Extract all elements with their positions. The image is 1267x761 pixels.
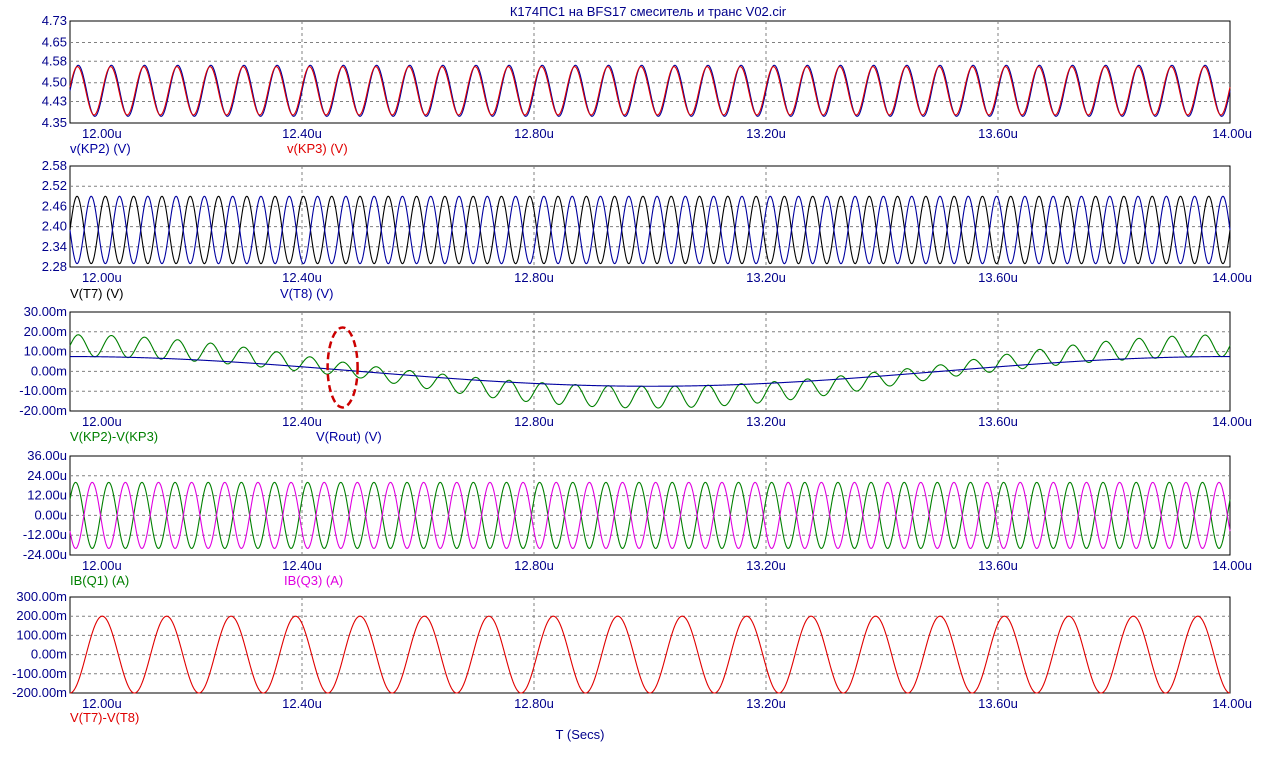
x-tick-label: 14.00u	[1212, 270, 1252, 285]
x-tick-label: 12.80u	[514, 270, 554, 285]
x-tick-label: 13.20u	[746, 270, 786, 285]
series-line-v-kp3-v	[69, 66, 1231, 116]
x-tick-label: 12.00u	[82, 696, 122, 711]
legend-entry-v-t7-v-t8[interactable]: V(T7)-V(T8)	[70, 710, 139, 725]
y-tick-label: 4.73	[42, 13, 67, 28]
y-tick-label: 100.00m	[16, 627, 67, 642]
y-tick-label: 0.00u	[34, 507, 67, 522]
y-tick-label: 2.40	[42, 219, 67, 234]
x-tick-label: 12.00u	[82, 558, 122, 573]
y-tick-label: 10.00m	[24, 344, 67, 359]
x-tick-label: 13.60u	[978, 414, 1018, 429]
x-tick-label: 13.60u	[978, 696, 1018, 711]
x-tick-label: 12.80u	[514, 414, 554, 429]
x-tick-label: 13.20u	[746, 126, 786, 141]
y-tick-label: -200.00m	[12, 685, 67, 700]
y-tick-label: 2.46	[42, 198, 67, 213]
x-axis-label: T (Secs)	[556, 727, 605, 742]
legend-entry-ib-q1-a[interactable]: IB(Q1) (A)	[70, 573, 129, 588]
x-tick-label: 12.40u	[282, 696, 322, 711]
plot-panel-5: 300.00m 200.00m 100.00m 0.00m -100.00m -200.0…	[12, 589, 1252, 725]
annotation-ellipse	[326, 326, 359, 409]
y-tick-label: -10.00m	[19, 383, 67, 398]
plot-frame	[69, 20, 1231, 124]
legend-entry-ib-q3-a[interactable]: IB(Q3) (A)	[284, 573, 343, 588]
chart-title: К174ПС1 на BFS17 смеситель и транс V02.c…	[510, 4, 787, 19]
x-tick-label: 12.40u	[282, 270, 322, 285]
y-tick-label: 24.00u	[27, 468, 67, 483]
x-tick-label: 14.00u	[1212, 414, 1252, 429]
legend-entry-v-t7-v[interactable]: V(T7) (V)	[70, 286, 123, 301]
plot-frame	[69, 596, 1231, 694]
y-tick-label: -20.00m	[19, 403, 67, 418]
plot-panel-3: 30.00m 20.00m 10.00m 0.00m -10.00m -20.00m 12.…	[19, 304, 1252, 444]
y-tick-label: -12.00u	[23, 527, 67, 542]
plot-panel-4: 36.00u 24.00u 12.00u 0.00u -12.00u -24.00u 12.…	[23, 448, 1252, 588]
y-tick-label: 200.00m	[16, 608, 67, 623]
x-tick-label: 12.80u	[514, 696, 554, 711]
x-tick-label: 12.40u	[282, 558, 322, 573]
plot-frame	[69, 455, 1231, 556]
x-tick-label: 13.20u	[746, 558, 786, 573]
y-tick-label: 4.65	[42, 34, 67, 49]
y-tick-label: 4.50	[42, 75, 67, 90]
x-tick-label: 14.00u	[1212, 558, 1252, 573]
plot-panel-2: 2.58 2.52 2.46 2.40 2.34 2.28 12.00u 12.40u 12.8…	[42, 158, 1252, 301]
x-tick-label: 13.20u	[746, 696, 786, 711]
y-tick-label: 4.58	[42, 53, 67, 68]
x-tick-label: 12.00u	[82, 414, 122, 429]
x-tick-label: 13.60u	[978, 126, 1018, 141]
plot-panel-1: 4.73 4.65 4.58 4.50 4.43 4.35 12.00u 12.40u 12.8…	[42, 13, 1252, 156]
series-line-v-kp2-v	[69, 64, 1231, 117]
series-line-ib-q3-a	[69, 481, 1231, 549]
series-line-v-rout-v	[70, 356, 1230, 387]
series-line-v-t7-v-t8	[69, 615, 1231, 694]
y-tick-label: 2.52	[42, 178, 67, 193]
series-line-ib-q1-a	[69, 481, 1231, 549]
plot-frame	[69, 311, 1231, 412]
plot-frame	[69, 165, 1231, 268]
x-tick-label: 14.00u	[1212, 696, 1252, 711]
series-line-v-kp2-v-kp3	[69, 334, 1231, 409]
x-tick-label: 14.00u	[1212, 126, 1252, 141]
y-tick-label: 36.00u	[27, 448, 67, 463]
y-tick-label: 2.58	[42, 158, 67, 173]
y-tick-label: -24.00u	[23, 547, 67, 562]
x-tick-label: 13.20u	[746, 414, 786, 429]
y-tick-label: -100.00m	[12, 666, 67, 681]
x-tick-label: 12.00u	[82, 270, 122, 285]
legend-entry-v-kp2-v-kp3[interactable]: V(KP2)-V(KP3)	[70, 429, 158, 444]
y-tick-label: 12.00u	[27, 488, 67, 503]
x-tick-label: 12.40u	[282, 126, 322, 141]
y-tick-label: 4.35	[42, 115, 67, 130]
x-tick-label: 12.40u	[282, 414, 322, 429]
y-tick-label: 30.00m	[24, 304, 67, 319]
legend-entry-v-kp2-v[interactable]: v(KP2) (V)	[70, 141, 131, 156]
legend-entry-v-kp3-v[interactable]: v(KP3) (V)	[287, 141, 348, 156]
y-tick-label: 2.34	[42, 239, 67, 254]
x-tick-label: 12.00u	[82, 126, 122, 141]
y-tick-label: 20.00m	[24, 324, 67, 339]
y-tick-label: 2.28	[42, 259, 67, 274]
x-tick-label: 13.60u	[978, 558, 1018, 573]
legend-entry-v-t8-v[interactable]: V(T8) (V)	[280, 286, 333, 301]
legend-entry-v-rout-v[interactable]: V(Rout) (V)	[316, 429, 382, 444]
x-tick-label: 13.60u	[978, 270, 1018, 285]
x-tick-label: 12.80u	[514, 126, 554, 141]
y-tick-label: 0.00m	[31, 647, 67, 662]
y-tick-label: 0.00m	[31, 363, 67, 378]
y-tick-label: 300.00m	[16, 589, 67, 604]
x-tick-label: 12.80u	[514, 558, 554, 573]
y-tick-label: 4.43	[42, 94, 67, 109]
series-line-v-t8-v	[69, 195, 1231, 265]
